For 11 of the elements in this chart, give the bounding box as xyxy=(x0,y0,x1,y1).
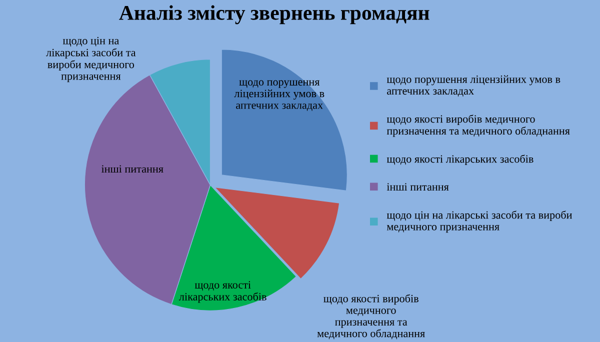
legend-label: інші питання xyxy=(386,183,449,191)
slice-label: щодо якості виробів медичного призначення та медичного обладнання xyxy=(317,294,425,340)
legend-label: щодо якості виробів медичного призначення та медичного обладнання xyxy=(386,114,570,137)
slice-label: щодо цін на лікарські засоби та вироби медичного призначення xyxy=(46,36,136,82)
slice-label: щодо порушення ліцензійних умов в аптечних закладах xyxy=(234,80,324,111)
chart-title: Аналіз змісту звернень громадян xyxy=(119,5,430,24)
slice-label: інші питання xyxy=(101,165,164,173)
legend-label: щодо якості лікарських засобів xyxy=(386,154,534,165)
legend-label: щодо порушення ліцензійних умов в аптечних закладах xyxy=(386,75,560,97)
slice-label: щодо якості лікарських засобів xyxy=(179,281,266,303)
legend-label: щодо цін на лікарські засоби та вироби медичного призначення xyxy=(386,210,572,233)
